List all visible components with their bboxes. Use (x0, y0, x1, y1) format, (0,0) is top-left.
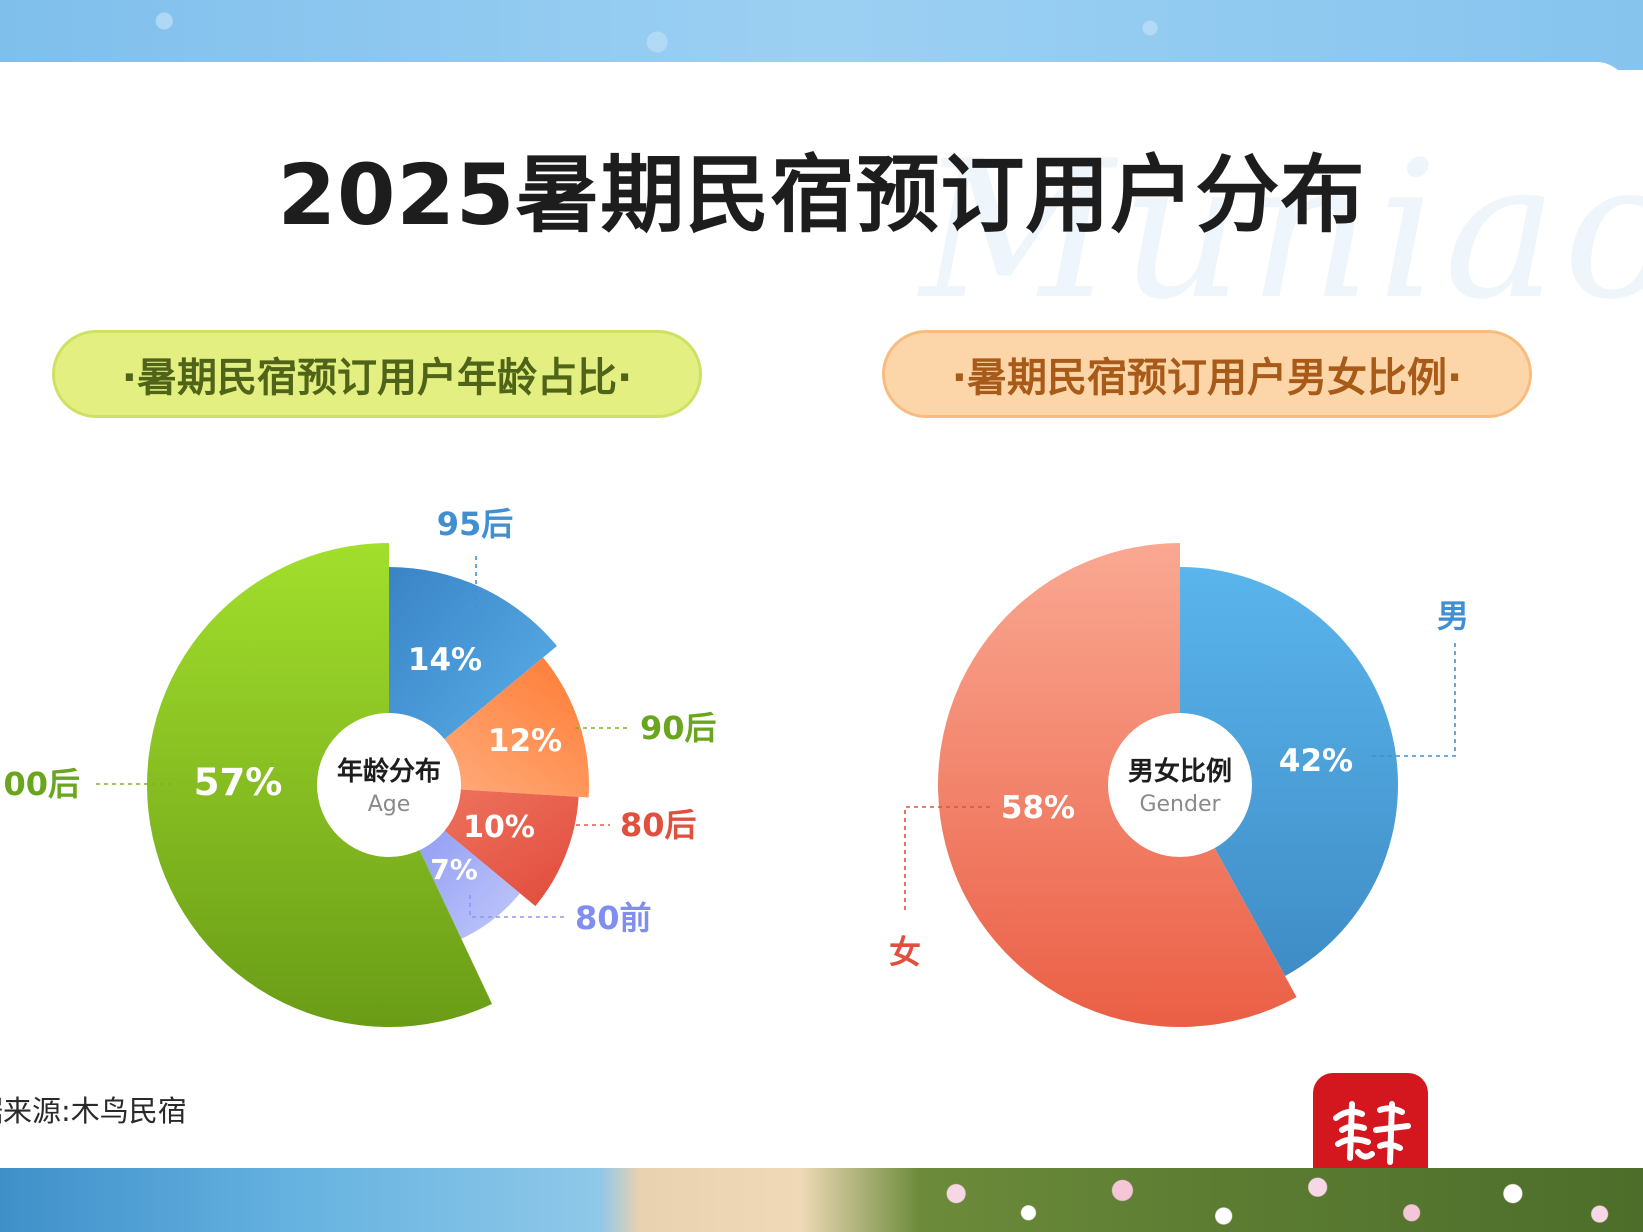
leader-female (904, 806, 990, 910)
gender-chart-title: ·暑期民宿预订用户男女比例· (882, 330, 1532, 418)
data-label-95: 14% (408, 642, 482, 678)
data-label-80: 10% (463, 810, 535, 845)
watermark-script: Muniao (920, 120, 1643, 341)
flower-decoration (920, 1168, 1643, 1232)
logo-calligraphy-icon (1332, 1100, 1411, 1165)
data-label-male: 42% (1279, 743, 1353, 779)
category-label-male: 男 (1437, 597, 1469, 635)
data-label-00: 57% (194, 761, 283, 804)
category-label-95: 95后 (437, 505, 514, 543)
page-title: 2025暑期民宿预订用户分布 (277, 146, 1366, 244)
category-label-80: 80后 (620, 806, 697, 844)
data-label-female: 58% (1001, 790, 1075, 826)
slice-male (1180, 567, 1398, 977)
data-label-90: 12% (488, 723, 562, 759)
category-label-00: 00后 (3, 765, 80, 803)
sky-background (0, 0, 1643, 70)
gender-pie-chart: 男女比例 Gender 42% 58% 男 女 (889, 543, 1469, 1027)
leader-male (1372, 640, 1456, 757)
age-center-label: 年龄分布 (337, 756, 441, 787)
age-center-hole (317, 713, 461, 857)
category-label-80q: 80前 (575, 899, 652, 937)
age-center-sublabel: Age (368, 792, 411, 817)
gender-center-label: 男女比例 (1128, 756, 1232, 787)
data-source-note: 据来源:木鸟民宿 (0, 1094, 187, 1128)
gender-center-hole (1108, 713, 1252, 857)
bottom-scenery (0, 1168, 1643, 1232)
age-pie-chart: 年龄分布 Age 14% 12% 10% 7% 57% 95后 90后 80后 … (3, 505, 717, 1027)
age-chart-title: ·暑期民宿预订用户年龄占比· (52, 330, 702, 418)
category-label-90: 90后 (640, 709, 717, 747)
category-label-female: 女 (889, 933, 921, 971)
gender-center-sublabel: Gender (1139, 792, 1221, 817)
data-label-80q: 7% (430, 853, 478, 886)
